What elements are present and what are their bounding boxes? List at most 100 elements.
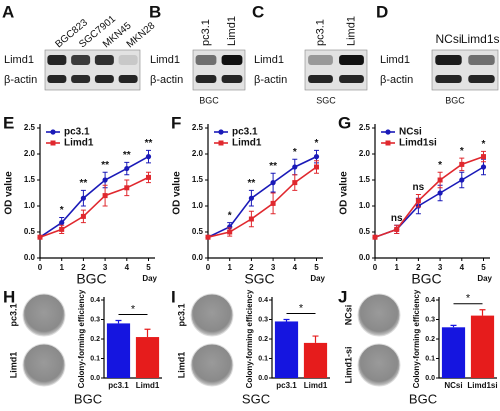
y-tick-label: 0.2 (258, 336, 268, 343)
plate-label: NCsi (343, 305, 353, 326)
x-tick-label: 1 (227, 263, 232, 272)
colony-plate (22, 293, 66, 337)
x-tick-label: Limd1 (304, 381, 328, 390)
x-tick-label: 5 (481, 263, 486, 272)
panel-letter: I (171, 287, 176, 306)
y-tick-label: 0.3 (258, 316, 268, 323)
legend-marker (218, 129, 224, 135)
significance-label: * (438, 160, 442, 171)
x-tick-label: 4 (460, 263, 465, 272)
significance-label: ** (247, 178, 255, 189)
blot-caption: BGC (199, 95, 219, 105)
error-bar (144, 328, 151, 338)
significance-label: * (60, 205, 64, 216)
bar (303, 342, 328, 378)
point (437, 177, 443, 183)
plate-label: pc3.1 (176, 303, 186, 326)
bar (135, 337, 160, 378)
point (394, 226, 400, 232)
x-axis-title: SGC (244, 271, 274, 287)
row-label: Limd1 (380, 54, 410, 66)
lane-label: Limd1 (226, 16, 238, 46)
band (339, 75, 364, 83)
point (313, 154, 320, 160)
significance-label: * (131, 303, 136, 315)
significance-label: * (293, 147, 297, 158)
significance-label: ** (101, 160, 109, 171)
bar (274, 321, 299, 378)
x-axis-title: BGC (409, 391, 437, 406)
series-line (207, 155, 317, 238)
band (468, 75, 495, 83)
band (47, 75, 67, 83)
y-tick-label: 0.0 (24, 253, 36, 262)
error-bar (283, 318, 290, 322)
point (313, 164, 319, 170)
point (248, 195, 254, 201)
y-tick-label: 0.5 (192, 227, 204, 236)
legend-marker (50, 140, 56, 146)
significance-label: * (315, 138, 319, 149)
x-tick-label: 3 (103, 263, 108, 272)
y-tick-label: 0.3 (90, 316, 100, 323)
x-tick-label: 5 (146, 263, 151, 272)
x-tick-label: 2 (81, 263, 86, 272)
legend-label: pc3.1 (232, 127, 258, 138)
band (221, 75, 243, 83)
row-label: β-actin (380, 74, 413, 86)
lane-label: Limd1si (461, 32, 500, 46)
band (308, 55, 333, 65)
point (292, 180, 298, 186)
significance-label: ns (413, 182, 425, 193)
x-tick-label: pc3.1 (276, 381, 297, 390)
legend-marker (218, 140, 224, 146)
plate-label: pc3.1 (8, 303, 18, 326)
band (94, 55, 114, 65)
y-tick-label: 2.0 (359, 149, 371, 158)
band (308, 75, 333, 83)
y-tick-label: 0.0 (359, 253, 371, 262)
significance-label: * (228, 210, 232, 221)
y-axis-title: Colony-forming efficiency (245, 289, 254, 388)
x-tick-label: 0 (206, 263, 211, 272)
x-axis-title: BGC (411, 271, 441, 287)
x-tick-label: 1 (59, 263, 64, 272)
point (124, 185, 130, 191)
row-label: Limd1 (4, 54, 34, 66)
point (227, 229, 233, 235)
point (37, 234, 43, 240)
y-tick-label: 0.5 (24, 227, 36, 236)
lane-label: pc3.1 (314, 19, 326, 46)
significance-label: * (466, 293, 471, 305)
point (145, 174, 151, 180)
x-unit: Day (142, 274, 157, 283)
band (221, 55, 243, 65)
lane-label: Limd1 (345, 16, 357, 46)
bar (106, 323, 131, 378)
y-tick-label: 0.0 (425, 375, 435, 382)
point (372, 234, 378, 240)
panel-letter: H (3, 287, 15, 306)
x-tick-label: 3 (271, 263, 276, 272)
band (435, 55, 462, 65)
y-tick-label: 1.5 (192, 175, 204, 184)
row-label: β-actin (4, 74, 37, 86)
x-tick-label: Limd1 (136, 381, 160, 390)
y-tick-label: 2.5 (192, 123, 204, 132)
point (102, 193, 108, 199)
point (292, 164, 298, 170)
significance-label: ** (123, 150, 131, 161)
y-tick-label: 1.5 (24, 175, 36, 184)
series-line (374, 155, 484, 238)
panel-letter: A (2, 2, 14, 21)
significance-label: * (299, 302, 304, 314)
band (118, 75, 138, 83)
significance-label: ** (79, 178, 87, 189)
point (59, 220, 65, 226)
x-unit: Day (310, 274, 325, 283)
y-tick-label: 0.2 (425, 336, 435, 343)
panel-letter: F (171, 113, 181, 132)
x-tick-label: 4 (293, 263, 298, 272)
x-tick-label: 0 (373, 263, 378, 272)
